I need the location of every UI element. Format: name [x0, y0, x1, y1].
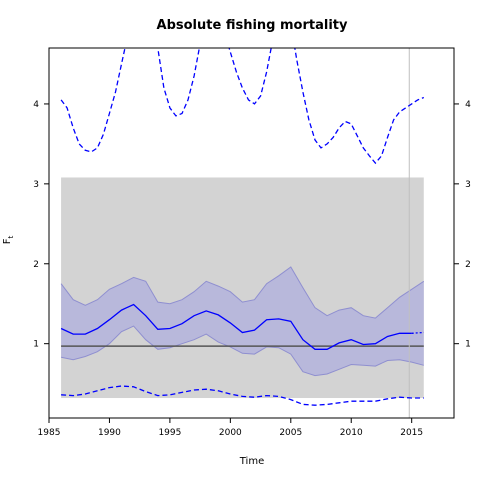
y-axis-label-main: F	[2, 238, 13, 244]
chart-title: Absolute fishing mortality	[157, 18, 348, 33]
x-tick-label-1990: 1990	[98, 428, 121, 438]
y-tick-label-2: 2	[33, 260, 39, 270]
y-axis-label-sub: t	[7, 235, 15, 238]
y-tick-label-1: 1	[33, 340, 39, 350]
ci-upper-line	[60, 266, 425, 319]
y-right-tick-label-4: 4	[465, 100, 471, 110]
plot-frame	[48, 47, 455, 419]
y-right-tick-label-3: 3	[465, 180, 471, 190]
axis-layer: 1985 1990 1995 2000 2005 2010 2015 1 2 3 4 1 2 3 4	[33, 100, 471, 438]
series-dashed-upper	[60, 48, 425, 165]
ci-lower-line	[61, 325, 424, 377]
y-right-tick-label-1: 1	[465, 340, 471, 350]
y-right-tick-label-2: 2	[465, 260, 471, 270]
x-tick-label-2015: 2015	[400, 428, 423, 438]
x-axis-label: Time	[239, 456, 264, 467]
x-tick-label-1995: 1995	[158, 428, 181, 438]
y-tick-label-4: 4	[33, 100, 39, 110]
ci-ribbon	[61, 267, 424, 376]
y-axis-label: Ft	[2, 235, 15, 244]
x-tick-label-2000: 2000	[219, 428, 242, 438]
x-tick-label-2005: 2005	[279, 428, 302, 438]
y-tick-label-3: 3	[33, 180, 39, 190]
x-tick-label-2010: 2010	[340, 428, 363, 438]
plot-layer	[60, 48, 425, 418]
series-estimate	[60, 303, 412, 350]
x-tick-label-1985: 1985	[38, 428, 61, 438]
series-dashed-lower	[61, 385, 424, 406]
